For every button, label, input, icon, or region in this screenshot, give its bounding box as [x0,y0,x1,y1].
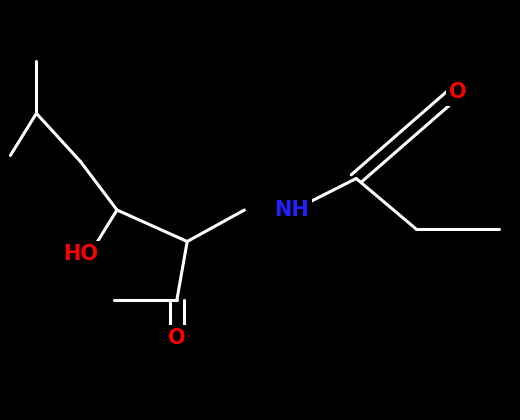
Text: O: O [449,82,466,102]
Text: O: O [168,328,186,348]
Text: HO: HO [63,244,98,264]
Text: NH: NH [274,200,308,220]
